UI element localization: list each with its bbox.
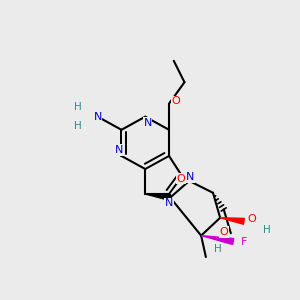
Text: O: O [176,173,185,184]
Text: H: H [74,121,81,131]
Text: N: N [143,118,152,128]
Polygon shape [145,194,171,200]
Polygon shape [220,218,244,224]
Text: F: F [241,236,247,247]
Text: N: N [165,199,173,208]
Text: H: H [262,225,270,235]
Text: O: O [172,96,181,106]
Polygon shape [201,236,234,244]
Text: N: N [115,145,123,155]
Text: N: N [94,112,102,122]
Text: H: H [214,244,222,254]
Text: O: O [248,214,256,224]
Text: O: O [219,227,228,237]
Text: N: N [186,172,195,182]
Text: H: H [74,102,81,112]
